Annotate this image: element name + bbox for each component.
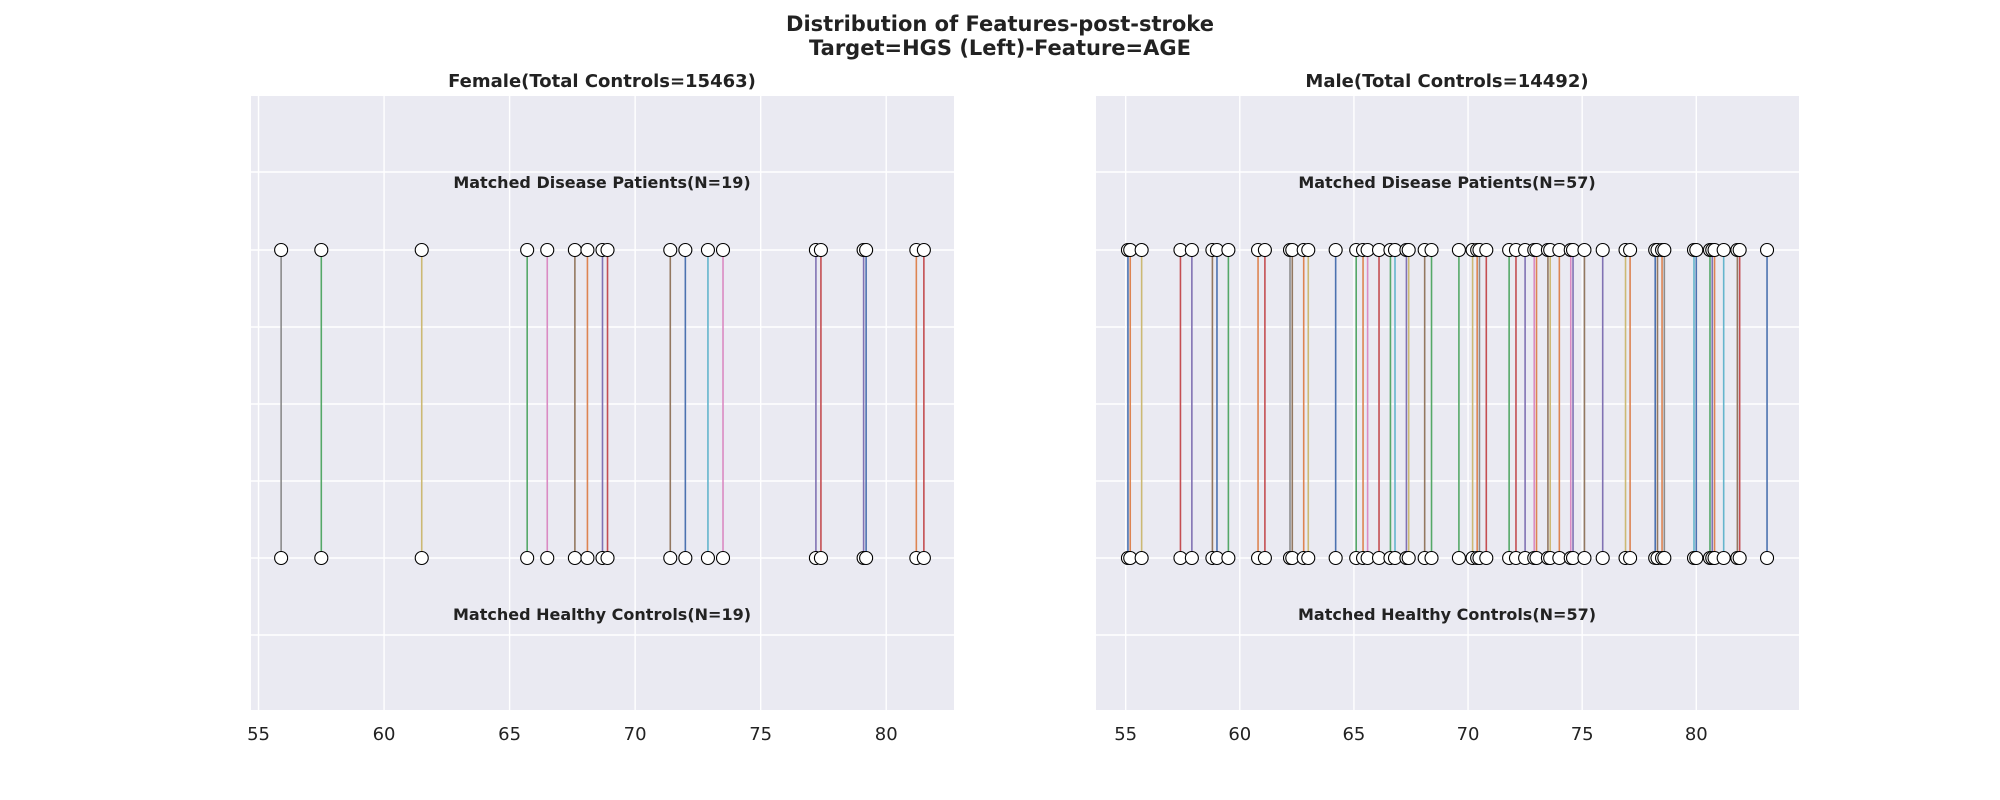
female-control-point-12 [715,550,731,566]
female-x-tick-label: 65 [498,724,521,745]
female-patient-point-12 [715,242,731,258]
female-x-tick-label: 60 [373,724,396,745]
male-patient-point-41 [1595,242,1610,258]
male-top-label: Matched Disease Patients(N=57) [1298,173,1595,192]
female-control-point-1 [314,550,329,566]
male-control-point-13 [1301,550,1316,566]
male-patient-point-43 [1623,242,1638,258]
female-control-point-16 [859,550,874,566]
female-top-label: Matched Disease Patients(N=19) [453,173,750,192]
male-control-point-7 [1221,550,1236,566]
figure-title-line2: Target=HGS (Left)-Feature=AGE [809,36,1191,60]
male-x-tick-label: 65 [1342,724,1365,745]
male-patient-point-55 [1732,242,1747,258]
male-control-point-53 [1716,550,1731,566]
male-control-point-4 [1184,550,1199,566]
female-control-point-11 [700,550,716,566]
male-patient-point-53 [1716,242,1731,258]
male-x-tick-label: 60 [1228,724,1251,745]
female-patient-point-11 [700,242,716,258]
male-patient-point-40 [1577,242,1592,258]
female-patient-point-5 [567,242,582,258]
female-panel: 55 60 65 70 75 80 Female(Total Controls=15463… [247,71,954,745]
female-bottom-label: Matched Healthy Controls(N=19) [453,605,751,624]
male-x-ticks: 55 60 65 70 75 80 [1114,724,1708,745]
female-patient-point-16 [859,242,874,258]
female-patient-point-18 [916,242,931,258]
female-panel-title: Female(Total Controls=15463) [448,71,756,92]
female-patient-point-14 [813,242,828,258]
male-x-tick-label: 80 [1685,724,1708,745]
male-control-point-14 [1328,550,1343,566]
female-patient-point-3 [520,242,535,258]
female-control-point-6 [580,550,595,566]
male-control-point-55 [1732,550,1747,566]
male-control-point-47 [1657,550,1672,566]
female-control-point-3 [520,550,535,566]
male-patient-point-2 [1134,242,1149,258]
male-patient-point-4 [1184,242,1199,258]
female-patient-point-1 [314,242,329,258]
male-x-tick-label: 75 [1571,724,1594,745]
female-control-point-18 [916,550,931,566]
male-patient-point-22 [1401,242,1416,258]
male-panel: 55 60 65 70 75 80 Male(Total Controls=14492) … [1096,71,1799,745]
male-control-point-43 [1623,550,1638,566]
male-patient-point-25 [1451,242,1466,258]
male-control-point-49 [1689,550,1704,566]
male-control-point-25 [1451,550,1466,566]
female-patient-point-10 [678,242,693,258]
male-patient-point-29 [1479,242,1494,258]
female-patient-point-4 [540,242,555,258]
female-control-point-9 [663,550,678,566]
male-patient-point-56 [1759,242,1775,258]
male-panel-title: Male(Total Controls=14492) [1305,71,1588,92]
female-patient-point-8 [600,242,615,258]
female-patient-point-6 [580,242,595,258]
female-patient-point-0 [274,242,289,258]
male-control-point-29 [1479,550,1494,566]
male-bottom-label: Matched Healthy Controls(N=57) [1298,605,1596,624]
male-patient-point-13 [1301,242,1316,258]
male-control-point-56 [1759,550,1775,566]
male-pair-lines [1127,250,1768,558]
female-markers [274,242,931,566]
female-x-tick-label: 70 [624,724,647,745]
female-control-point-14 [813,550,828,566]
male-control-point-41 [1595,550,1610,566]
male-patient-point-14 [1328,242,1343,258]
male-control-point-24 [1424,550,1439,566]
female-patient-point-2 [414,242,429,258]
male-control-point-22 [1401,550,1416,566]
male-patient-point-47 [1657,242,1672,258]
male-patient-point-9 [1257,242,1272,258]
female-control-point-0 [274,550,289,566]
figure-title-line1: Distribution of Features-post-stroke [786,12,1214,36]
male-patient-point-24 [1424,242,1439,258]
male-markers [1120,242,1775,566]
female-control-point-2 [414,550,429,566]
female-pair-lines [280,250,925,558]
female-x-ticks: 55 60 65 70 75 80 [247,724,898,745]
female-control-point-8 [600,550,615,566]
female-x-tick-label: 80 [875,724,898,745]
male-control-point-40 [1577,550,1592,566]
female-x-tick-label: 75 [749,724,772,745]
male-x-tick-label: 70 [1457,724,1480,745]
male-patient-point-7 [1221,242,1236,258]
male-x-tick-label: 55 [1114,724,1137,745]
male-control-point-9 [1257,550,1272,566]
female-control-point-10 [678,550,693,566]
female-control-point-5 [567,550,582,566]
female-control-point-4 [540,550,555,566]
male-patient-point-49 [1689,242,1704,258]
female-patient-point-9 [663,242,678,258]
female-x-tick-label: 55 [247,724,270,745]
male-control-point-2 [1134,550,1149,566]
